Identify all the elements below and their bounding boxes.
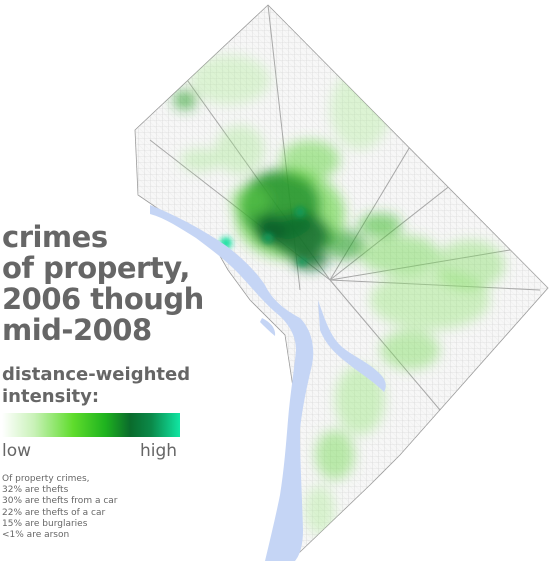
note-line: <1% are arson (2, 530, 70, 541)
legend-title: distance-weighted intensity: (2, 364, 190, 408)
legend-title-line: intensity: (2, 386, 100, 407)
potomac-inlet (260, 318, 276, 336)
note-line: Of property crimes, (2, 474, 90, 484)
title-line: crimes (2, 220, 108, 254)
legend-title-line: distance-weighted (2, 364, 191, 385)
note-line: 22% are thefts of a car (2, 507, 106, 518)
anacostia-river (318, 300, 386, 392)
map-title: crimes of property, 2006 though mid-2008 (2, 222, 204, 346)
note-line: 32% are thefts (2, 485, 69, 496)
note-line: 30% are thefts from a car (2, 496, 118, 507)
legend-high-label: high (140, 441, 178, 461)
legend-color-ramp (2, 413, 180, 437)
note-line: 15% are burglaries (2, 518, 88, 529)
potomac-river (150, 205, 314, 561)
title-line: 2006 though (2, 282, 204, 316)
title-line: mid-2008 (2, 313, 152, 347)
legend-low-label: low (2, 441, 32, 461)
intensity-layer (173, 55, 505, 535)
crime-breakdown-notes: Of property crimes, 32% are thefts 30% a… (2, 474, 117, 541)
title-line: of property, (2, 251, 190, 285)
